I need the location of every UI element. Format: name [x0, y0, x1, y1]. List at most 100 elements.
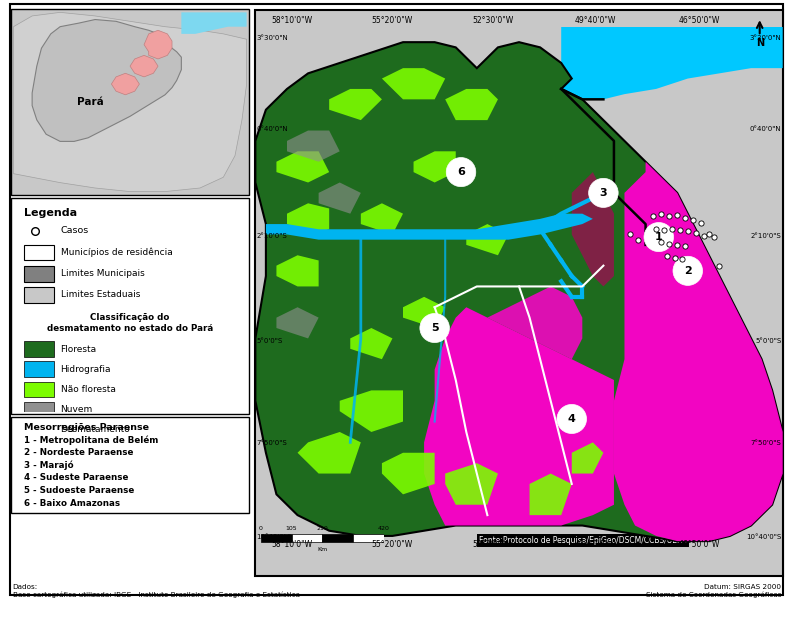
Text: Fonte:Protocolo de Pesquisa/EpiGeo/DSCM/CCBS/UEPA: Fonte:Protocolo de Pesquisa/EpiGeo/DSCM/… — [479, 536, 687, 545]
Text: 55°20'0"W: 55°20'0"W — [371, 15, 412, 25]
Text: Mesorregiões Paraense: Mesorregiões Paraense — [24, 423, 148, 432]
Text: 2 - Nordeste Paraense: 2 - Nordeste Paraense — [24, 448, 133, 457]
Text: 5°0'0"S: 5°0'0"S — [256, 338, 282, 344]
Polygon shape — [488, 286, 582, 359]
Polygon shape — [466, 224, 508, 255]
Bar — [11, 198, 249, 414]
Point — [681, 226, 694, 236]
Polygon shape — [287, 203, 329, 234]
Bar — [11, 9, 249, 195]
Polygon shape — [382, 453, 435, 494]
Point — [695, 218, 707, 228]
Text: 49°40'0"W: 49°40'0"W — [575, 540, 616, 549]
Text: Limites Estaduais: Limites Estaduais — [60, 290, 140, 298]
Bar — [255, 10, 783, 576]
Point — [679, 213, 691, 222]
Bar — [261, 533, 292, 542]
Polygon shape — [445, 89, 498, 120]
Polygon shape — [561, 27, 783, 99]
Point — [623, 229, 636, 239]
Point — [668, 253, 681, 263]
Text: N: N — [756, 38, 764, 48]
Polygon shape — [277, 255, 319, 286]
Bar — [24, 421, 54, 438]
Polygon shape — [287, 130, 339, 162]
Text: 10°40'0"S: 10°40'0"S — [746, 535, 781, 541]
Text: 210: 210 — [316, 526, 328, 531]
Text: 2: 2 — [684, 266, 691, 276]
Polygon shape — [361, 203, 403, 234]
Bar — [24, 341, 54, 357]
Text: 4: 4 — [568, 414, 576, 424]
Polygon shape — [33, 20, 182, 142]
Text: 49°40'0"W: 49°40'0"W — [575, 15, 616, 25]
Text: 46°50'0"W: 46°50'0"W — [678, 540, 719, 549]
Point — [655, 237, 668, 247]
Text: Datum: SIRGAS 2000
Sistema de Coordenadas Geográficas: Datum: SIRGAS 2000 Sistema de Coordenada… — [646, 584, 781, 598]
Polygon shape — [403, 297, 445, 328]
Text: 7°50'0"S: 7°50'0"S — [256, 440, 287, 446]
Point — [657, 226, 670, 235]
Polygon shape — [414, 151, 456, 182]
Text: 46°50'0"W: 46°50'0"W — [678, 15, 719, 25]
Text: 5 - Sudoeste Paraense: 5 - Sudoeste Paraense — [24, 486, 134, 495]
Text: 2°10'0"S: 2°10'0"S — [256, 234, 287, 239]
Point — [689, 229, 702, 239]
Text: 3°30'0"N: 3°30'0"N — [256, 35, 288, 41]
Text: Hidrografia: Hidrografia — [60, 365, 111, 374]
Point — [713, 261, 726, 271]
Text: 0°40'0"N: 0°40'0"N — [256, 126, 288, 132]
Text: 52°30'0"W: 52°30'0"W — [472, 15, 513, 25]
Text: Floresta: Floresta — [60, 345, 97, 353]
Circle shape — [644, 222, 673, 252]
Point — [647, 211, 660, 221]
Text: 5: 5 — [431, 323, 439, 333]
Polygon shape — [530, 473, 572, 515]
Text: Legenda: Legenda — [24, 208, 77, 218]
Circle shape — [557, 404, 587, 434]
Point — [687, 215, 699, 225]
Text: Casos: Casos — [60, 226, 89, 235]
Bar — [11, 417, 249, 513]
Circle shape — [673, 256, 703, 286]
Polygon shape — [424, 307, 614, 525]
Polygon shape — [144, 30, 172, 59]
Bar — [24, 266, 54, 282]
Text: 3 - Marajó: 3 - Marajó — [24, 460, 73, 470]
Point — [697, 231, 710, 240]
Text: Nuvem: Nuvem — [60, 405, 93, 414]
Polygon shape — [572, 172, 614, 286]
Text: 0°40'0"N: 0°40'0"N — [749, 126, 781, 132]
Text: Dados:
Base cartográfica utilizada: IBGE - Instituto Brasileiro de Geografia e E: Dados: Base cartográfica utilizada: IBGE… — [13, 584, 300, 598]
Polygon shape — [572, 442, 603, 473]
Text: 105: 105 — [285, 526, 297, 531]
Text: 6: 6 — [457, 167, 465, 177]
Polygon shape — [277, 151, 329, 182]
Point — [679, 241, 691, 251]
Text: 3: 3 — [600, 188, 607, 198]
Circle shape — [419, 313, 450, 342]
Bar — [24, 245, 54, 260]
Point — [649, 224, 662, 234]
Point — [663, 239, 676, 249]
Polygon shape — [130, 56, 158, 77]
Bar — [24, 362, 54, 378]
Circle shape — [446, 158, 476, 187]
Polygon shape — [266, 214, 593, 240]
Text: 1: 1 — [655, 232, 663, 242]
Polygon shape — [614, 162, 783, 541]
Circle shape — [588, 179, 619, 208]
Point — [661, 252, 673, 261]
Point — [671, 210, 684, 219]
Text: Pará: Pará — [77, 97, 104, 107]
Polygon shape — [277, 307, 319, 339]
Point — [703, 229, 715, 239]
Text: 420: 420 — [378, 526, 389, 531]
Text: 6 - Baixo Amazonas: 6 - Baixo Amazonas — [24, 499, 120, 507]
Text: 58°10'0"W: 58°10'0"W — [271, 540, 312, 549]
Polygon shape — [319, 182, 361, 214]
Bar — [292, 533, 322, 542]
Polygon shape — [297, 432, 361, 473]
Polygon shape — [351, 328, 393, 359]
Text: Desmatamento: Desmatamento — [60, 425, 130, 434]
